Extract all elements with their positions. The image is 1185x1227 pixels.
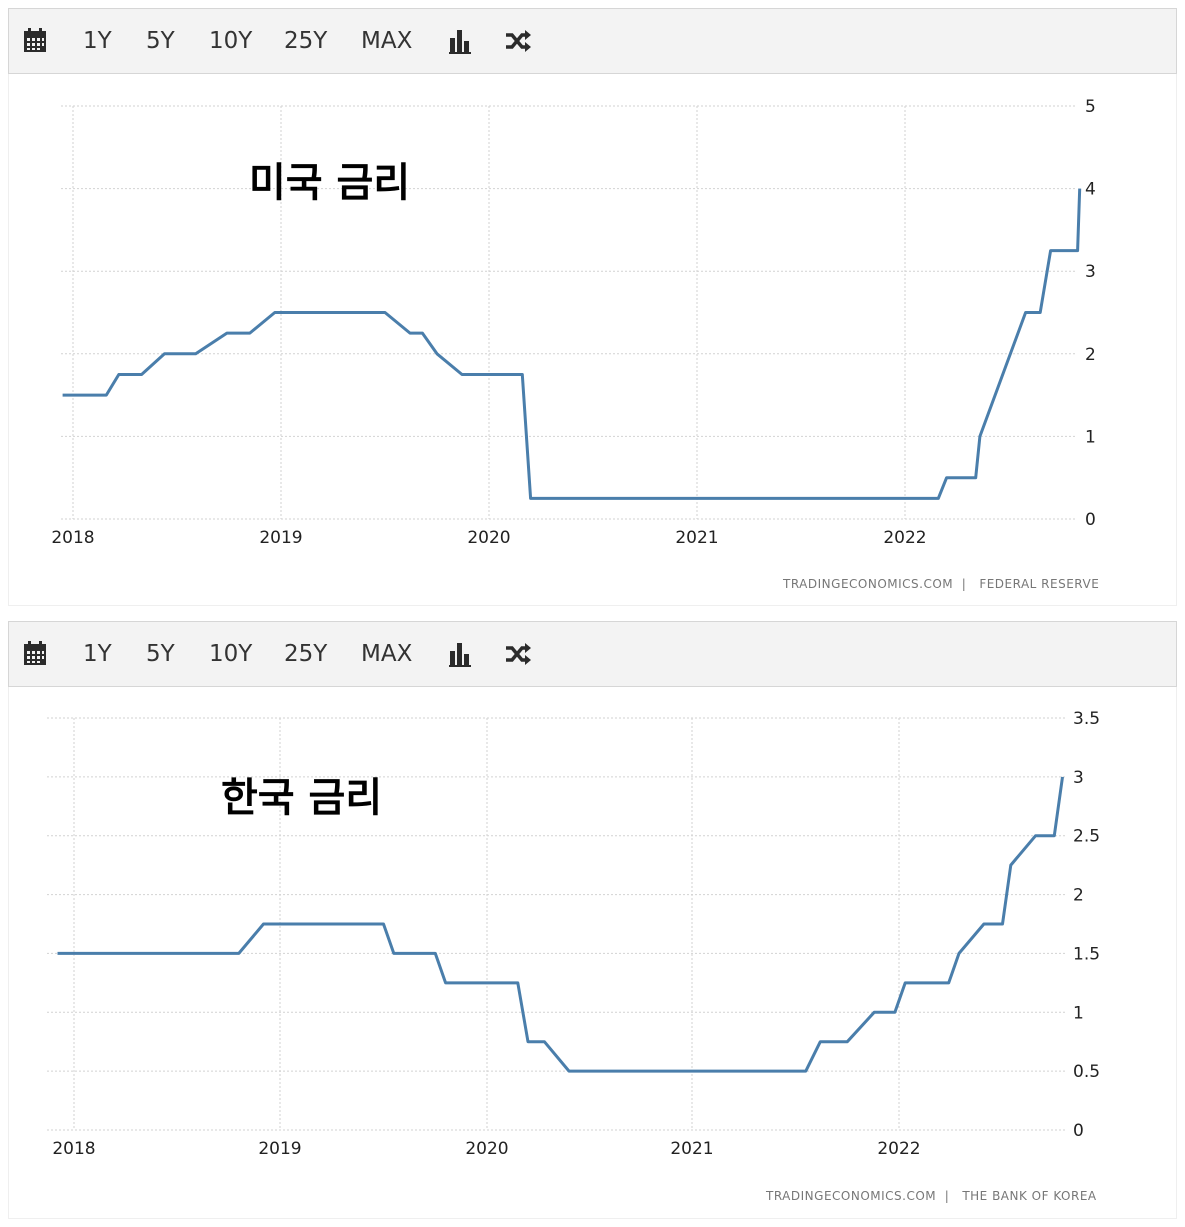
y-tick-label: 3.5: [1073, 709, 1100, 729]
x-tick-label: 2021: [675, 528, 718, 548]
chart-panel-kr: 1Y 5Y 10Y 25Y MAX 0 0.5 1 1.5 2 2.5 3 3.5 2018 20…: [8, 621, 1177, 1219]
y-tick-label: 0: [1085, 510, 1096, 530]
chart-toolbar: 1Y 5Y 10Y 25Y MAX: [8, 8, 1177, 74]
source-provider: THE BANK OF KOREA: [962, 1189, 1097, 1203]
calendar-icon[interactable]: [21, 27, 49, 55]
range-10y-button[interactable]: 10Y: [209, 28, 253, 54]
y-tick-label: 1: [1073, 1003, 1084, 1023]
chart-toolbar: 1Y 5Y 10Y 25Y MAX: [8, 621, 1177, 687]
chart-area: 0 0.5 1 1.5 2 2.5 3 3.5 2018 2019 2020 2021 2022 한국 …: [8, 687, 1177, 1219]
y-tick-label: 0.5: [1073, 1062, 1100, 1082]
source-site: TRADINGECONOMICS.COM: [766, 1189, 937, 1203]
y-tick-label: 0: [1073, 1121, 1084, 1141]
y-tick-label: 2: [1073, 886, 1084, 906]
x-tick-label: 2019: [258, 1139, 301, 1159]
source-site: TRADINGECONOMICS.COM: [783, 577, 954, 591]
series-line: [57, 776, 1064, 1073]
line-chart-kr: 0 0.5 1 1.5 2 2.5 3 3.5 2018 2019 2020 2021 2022: [47, 709, 1100, 1159]
chart-annotation: 한국 금리: [221, 775, 383, 821]
range-5y-button[interactable]: 5Y: [146, 641, 175, 667]
shuffle-icon[interactable]: [504, 27, 532, 55]
source-label: TRADINGECONOMICS.COM | FEDERAL RESERVE: [783, 577, 1099, 591]
y-tick-label: 2.5: [1073, 827, 1100, 847]
x-tick-label: 2022: [883, 528, 926, 548]
x-tick-label: 2019: [259, 528, 302, 548]
line-chart-us: 0 1 2 3 4 5 2018 2019 2020 2021 2022: [51, 97, 1096, 548]
bar-chart-icon[interactable]: [447, 27, 475, 55]
chart-panel-us: 1Y 5Y 10Y 25Y MAX 0 1 2 3 4 5 2018 2019 2020 2021…: [8, 8, 1177, 606]
calendar-icon[interactable]: [21, 640, 49, 668]
y-tick-label: 1.5: [1073, 944, 1100, 964]
y-tick-label: 4: [1085, 180, 1096, 200]
x-tick-label: 2021: [670, 1139, 713, 1159]
range-1y-button[interactable]: 1Y: [83, 641, 112, 667]
range-25y-button[interactable]: 25Y: [284, 641, 328, 667]
range-25y-button[interactable]: 25Y: [284, 28, 328, 54]
range-10y-button[interactable]: 10Y: [209, 641, 253, 667]
source-label: TRADINGECONOMICS.COM | THE BANK OF KOREA: [766, 1189, 1097, 1203]
x-tick-label: 2020: [467, 528, 510, 548]
series-line: [62, 188, 1082, 500]
y-tick-label: 2: [1085, 345, 1096, 365]
source-separator: |: [957, 577, 975, 591]
bar-chart-icon[interactable]: [447, 640, 475, 668]
x-tick-label: 2018: [52, 1139, 95, 1159]
source-provider: FEDERAL RESERVE: [979, 577, 1100, 591]
range-max-button[interactable]: MAX: [361, 28, 413, 54]
chart-area: 0 1 2 3 4 5 2018 2019 2020 2021 2022 미국 금리 TRADING…: [8, 74, 1177, 606]
y-tick-label: 3: [1073, 768, 1084, 788]
chart-annotation: 미국 금리: [249, 160, 411, 206]
shuffle-icon[interactable]: [504, 640, 532, 668]
y-tick-label: 1: [1085, 427, 1096, 447]
x-tick-label: 2020: [465, 1139, 508, 1159]
range-max-button[interactable]: MAX: [361, 641, 413, 667]
y-tick-label: 3: [1085, 262, 1096, 282]
range-1y-button[interactable]: 1Y: [83, 28, 112, 54]
x-tick-label: 2022: [877, 1139, 920, 1159]
source-separator: |: [940, 1189, 958, 1203]
range-5y-button[interactable]: 5Y: [146, 28, 175, 54]
x-tick-label: 2018: [51, 528, 94, 548]
y-tick-label: 5: [1085, 97, 1096, 117]
